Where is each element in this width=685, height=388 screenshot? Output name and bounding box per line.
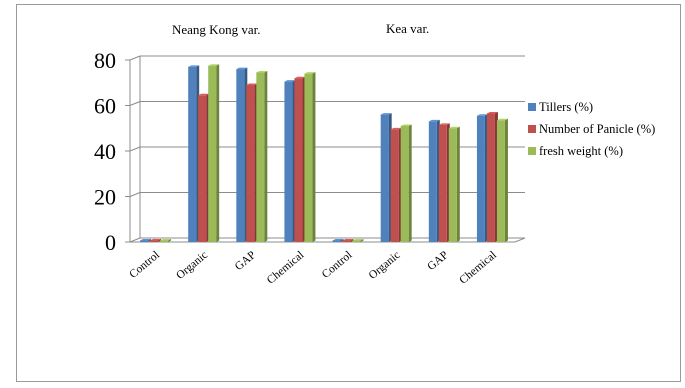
- bar-4-2: [352, 240, 361, 242]
- bar-0-1: [150, 240, 159, 242]
- bar-4-0: [332, 240, 341, 242]
- bar-side-1-2: [216, 64, 220, 242]
- bar-7-0: [476, 115, 485, 242]
- bar-top-3-2: [304, 72, 316, 74]
- bar-side-5-2: [408, 124, 412, 242]
- legend-swatch-panicle: [528, 125, 536, 133]
- bar-6-1: [438, 124, 447, 242]
- bar-top-5-1: [390, 127, 402, 130]
- bar-7-2: [496, 120, 505, 242]
- bar-top-5-0: [380, 113, 392, 115]
- x-tick-label-4: Control: [320, 249, 355, 281]
- bar-1-0: [188, 66, 197, 242]
- bar-top-4-2: [352, 239, 364, 241]
- floor-right-edge: [514, 237, 526, 243]
- bar-top-0-1: [150, 239, 162, 241]
- y-tick-label-2: 40: [94, 139, 116, 164]
- bar-top-6-1: [438, 123, 450, 125]
- bar-top-4-1: [342, 239, 354, 241]
- gridline-side-1: [129, 192, 141, 197]
- bar-side-0-2: [168, 239, 172, 242]
- group-title-kea: Kea var.: [386, 21, 430, 36]
- x-tick-label-0: Control: [127, 249, 162, 281]
- bar-top-3-0: [284, 80, 296, 82]
- bar-top-7-0: [476, 114, 488, 116]
- bar-side-4-1: [350, 239, 354, 242]
- gridline-side-2: [129, 146, 141, 152]
- bar-side-6-2: [456, 126, 460, 242]
- bar-top-1-0: [188, 65, 200, 67]
- bar-top-6-2: [448, 126, 460, 129]
- legend-label-panicle: Number of Panicle (%): [539, 121, 656, 136]
- bar-top-2-1: [246, 83, 258, 86]
- bar-top-1-2: [208, 64, 220, 66]
- bar-top-6-0: [428, 119, 440, 122]
- bar-side-0-0: [148, 239, 152, 242]
- legend-item-fresh-weight: fresh weight (%): [528, 140, 655, 162]
- legend-label-tillers: Tillers (%): [539, 99, 594, 114]
- bar-3-1: [294, 78, 303, 242]
- bar-2-1: [246, 85, 255, 243]
- bar-6-2: [448, 128, 457, 242]
- bar-1-2: [208, 65, 217, 242]
- bar-5-2: [400, 125, 409, 242]
- gridline-side-0: [129, 237, 141, 243]
- legend-swatch-fresh-weight: [528, 147, 536, 155]
- y-tick-label-4: 80: [94, 48, 116, 73]
- bar-top-2-2: [256, 71, 268, 73]
- bar-side-4-2: [360, 239, 364, 242]
- gridline-side-3: [129, 101, 141, 106]
- bar-5-1: [390, 129, 399, 242]
- bar-top-2-0: [236, 67, 248, 70]
- gridline-side-4: [129, 55, 141, 61]
- x-tick-label-3: Chemical: [265, 249, 306, 287]
- chart-legend: Tillers (%) Number of Panicle (%) fresh …: [528, 96, 655, 162]
- y-tick-label-1: 20: [94, 185, 116, 210]
- bar-top-3-1: [294, 76, 306, 79]
- bar-2-0: [236, 69, 245, 242]
- bar-3-2: [304, 73, 313, 243]
- bar-side-7-2: [504, 118, 508, 242]
- group-title-neang-kong: Neang Kong var.: [172, 22, 261, 37]
- bar-3-0: [284, 81, 293, 242]
- bar-4-1: [342, 240, 351, 242]
- legend-label-fresh-weight: fresh weight (%): [539, 143, 623, 158]
- legend-item-panicle: Number of Panicle (%): [528, 118, 655, 140]
- legend-swatch-tillers: [528, 103, 536, 111]
- bar-top-0-0: [140, 239, 152, 241]
- y-tick-label-3: 60: [94, 94, 116, 119]
- bar-top-1-1: [198, 93, 210, 96]
- bar-1-1: [198, 95, 207, 242]
- x-tick-label-7: Chemical: [457, 249, 498, 287]
- bar-top-5-2: [400, 124, 412, 126]
- y-tick-label-0: 0: [105, 230, 116, 255]
- bar-side-2-2: [264, 71, 268, 242]
- bar-2-2: [256, 72, 265, 242]
- x-tick-label-6: GAP: [425, 249, 450, 273]
- x-tick-label-5: Organic: [367, 249, 403, 282]
- bar-side-3-2: [312, 72, 316, 243]
- bar-7-1: [486, 113, 495, 243]
- bar-0-2: [160, 240, 169, 242]
- bar-side-0-1: [158, 239, 162, 242]
- bar-0-0: [140, 240, 149, 242]
- bar-side-4-0: [340, 239, 344, 242]
- x-tick-label-2: GAP: [233, 249, 258, 273]
- bar-top-4-0: [332, 239, 344, 241]
- legend-item-tillers: Tillers (%): [528, 96, 655, 118]
- bar-top-7-1: [486, 111, 498, 114]
- bar-6-0: [428, 121, 437, 242]
- x-tick-label-1: Organic: [174, 249, 210, 282]
- bar-5-0: [380, 114, 389, 242]
- bar-top-7-2: [496, 118, 508, 121]
- bar-top-0-2: [160, 239, 172, 241]
